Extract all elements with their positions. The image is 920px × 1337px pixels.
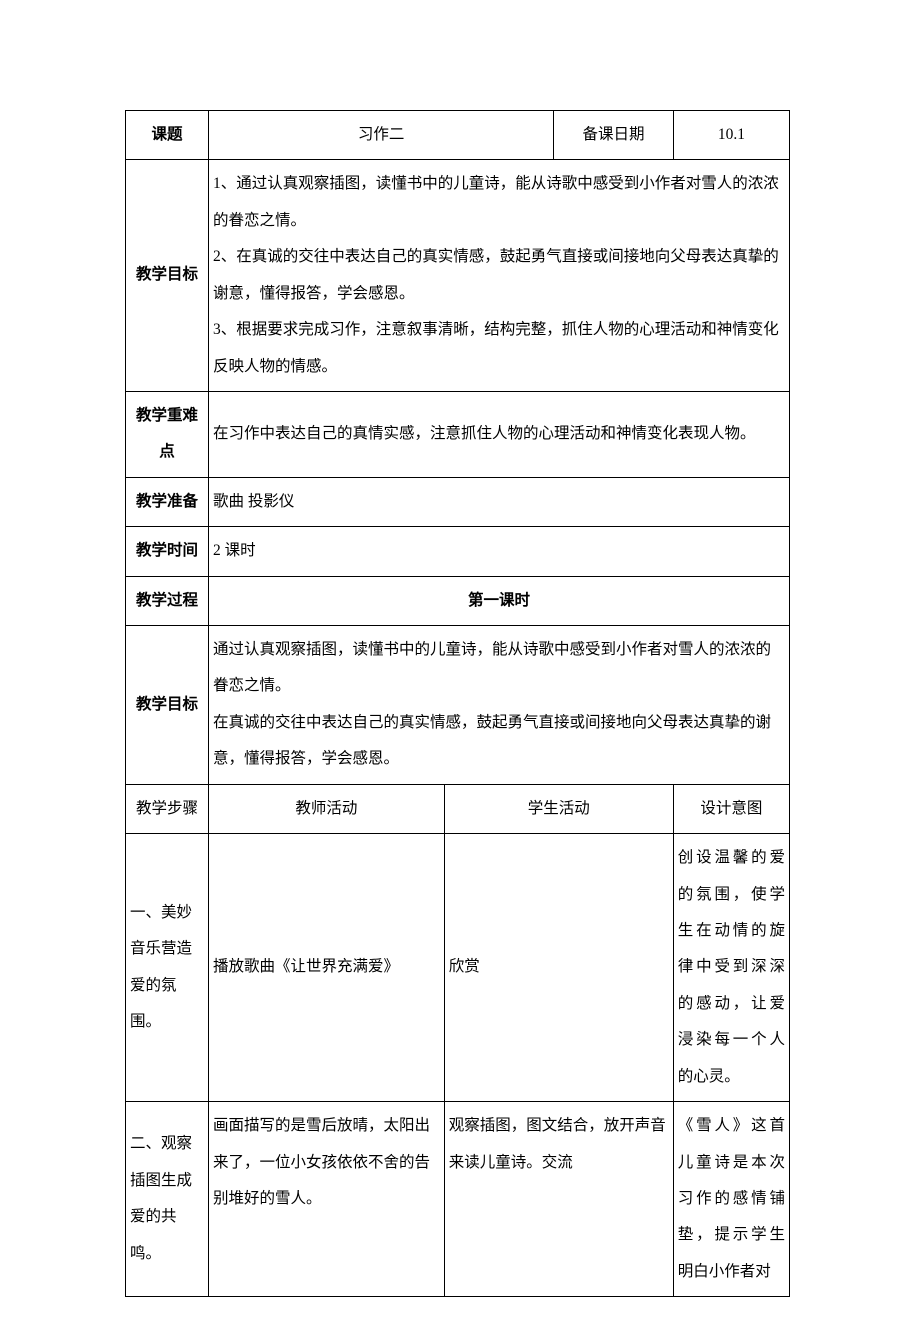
goals-label: 教学目标	[126, 160, 209, 392]
topic-value: 习作二	[209, 111, 554, 160]
table-row: 二、观察插图生成爱的共鸣。 画面描写的是雪后放晴，太阳出来了，一位小女孩依依不舍…	[126, 1102, 790, 1297]
table-row: 教学重难点 在习作中表达自己的真情实感，注意抓住人物的心理活动和神情变化表现人物…	[126, 391, 790, 477]
table-row: 教学步骤 教师活动 学生活动 设计意图	[126, 784, 790, 833]
table-row: 教学时间 2 课时	[126, 527, 790, 576]
step1-step: 一、美妙音乐营造爱的氛围。	[126, 834, 209, 1102]
table-row: 教学目标 通过认真观察插图，读懂书中的儿童诗，能从诗歌中感受到小作者对雪人的浓浓…	[126, 626, 790, 785]
steps-header-student: 学生活动	[444, 784, 673, 833]
process-value: 第一课时	[209, 576, 790, 625]
step2-student: 观察插图，图文结合，放开声音来读儿童诗。交流	[444, 1102, 673, 1297]
prep-label: 教学准备	[126, 477, 209, 526]
lesson-plan-table: 课题 习作二 备课日期 10.1 教学目标 1、通过认真观察插图，读懂书中的儿童…	[125, 110, 790, 1297]
table-row: 教学目标 1、通过认真观察插图，读懂书中的儿童诗，能从诗歌中感受到小作者对雪人的…	[126, 160, 790, 392]
goals-text: 1、通过认真观察插图，读懂书中的儿童诗，能从诗歌中感受到小作者对雪人的浓浓的眷恋…	[209, 160, 790, 392]
goals2-label: 教学目标	[126, 626, 209, 785]
process-label: 教学过程	[126, 576, 209, 625]
step1-intent: 创设温馨的爱的氛围，使学生在动情的旋律中受到深深的感动，让爱浸染每一个人的心灵。	[673, 834, 789, 1102]
table-row: 教学准备 歌曲 投影仪	[126, 477, 790, 526]
time-text: 2 课时	[209, 527, 790, 576]
step2-intent: 《雪人》这首儿童诗是本次习作的感情铺垫，提示学生明白小作者对	[673, 1102, 789, 1297]
steps-header-intent: 设计意图	[673, 784, 789, 833]
table-row: 教学过程 第一课时	[126, 576, 790, 625]
date-value: 10.1	[673, 111, 789, 160]
prep-text: 歌曲 投影仪	[209, 477, 790, 526]
goals2-text: 通过认真观察插图，读懂书中的儿童诗，能从诗歌中感受到小作者对雪人的浓浓的眷恋之情…	[209, 626, 790, 785]
steps-header-step: 教学步骤	[126, 784, 209, 833]
difficulty-text: 在习作中表达自己的真情实感，注意抓住人物的心理活动和神情变化表现人物。	[209, 391, 790, 477]
step1-student: 欣赏	[444, 834, 673, 1102]
step2-step: 二、观察插图生成爱的共鸣。	[126, 1102, 209, 1297]
difficulty-label: 教学重难点	[126, 391, 209, 477]
time-label: 教学时间	[126, 527, 209, 576]
table-row: 课题 习作二 备课日期 10.1	[126, 111, 790, 160]
step2-teacher: 画面描写的是雪后放晴，太阳出来了，一位小女孩依依不舍的告别堆好的雪人。	[209, 1102, 445, 1297]
topic-label: 课题	[126, 111, 209, 160]
date-label: 备课日期	[554, 111, 674, 160]
table-row: 一、美妙音乐营造爱的氛围。 播放歌曲《让世界充满爱》 欣赏 创设温馨的爱的氛围，…	[126, 834, 790, 1102]
step1-teacher: 播放歌曲《让世界充满爱》	[209, 834, 445, 1102]
page: 课题 习作二 备课日期 10.1 教学目标 1、通过认真观察插图，读懂书中的儿童…	[0, 0, 920, 1337]
steps-header-teacher: 教师活动	[209, 784, 445, 833]
